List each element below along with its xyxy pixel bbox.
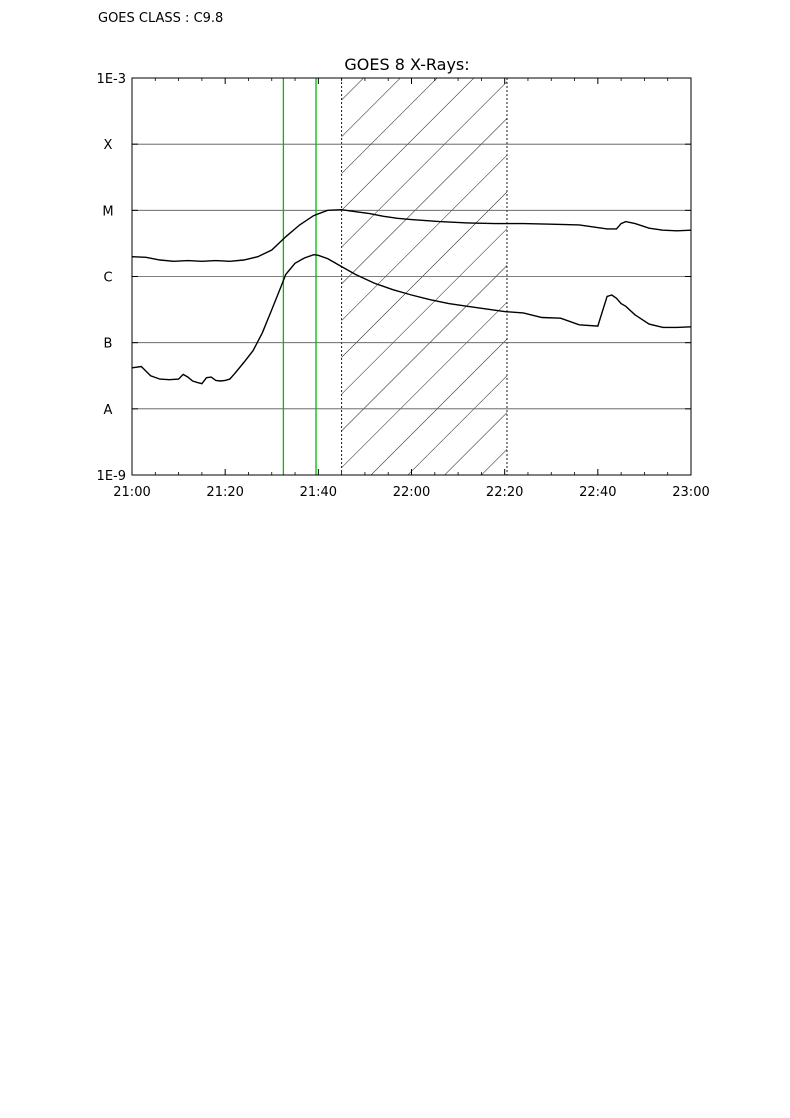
y-tick-label: B (104, 337, 113, 352)
series-line-2 (131, 253, 692, 385)
y-tick-label: M (102, 204, 113, 219)
y-tick-label: 1E-3 (97, 72, 126, 87)
plot-area: 21:00 21:20 21:40 22:00 22:20 22:40 23:00 1E-9 A… (97, 72, 710, 500)
y-tick-label: X (104, 138, 113, 153)
x-tick-label: 21:00 (113, 485, 150, 500)
y-tick-label: A (104, 403, 113, 418)
chart-title: GOES 8 X-Rays: (344, 55, 469, 74)
y-tick-label: 1E-9 (97, 469, 126, 484)
x-tick-label: 22:20 (486, 485, 523, 500)
series-line-1 (131, 208, 692, 263)
x-tick-label: 23:00 (672, 485, 709, 500)
x-tick-label: 22:40 (579, 485, 616, 500)
goes-class-label: GOES CLASS : C9.8 (98, 11, 223, 26)
y-tick-label: C (103, 271, 112, 286)
x-tick-label: 21:40 (300, 485, 337, 500)
x-tick-label: 22:00 (393, 485, 430, 500)
x-tick-label: 21:20 (206, 485, 243, 500)
